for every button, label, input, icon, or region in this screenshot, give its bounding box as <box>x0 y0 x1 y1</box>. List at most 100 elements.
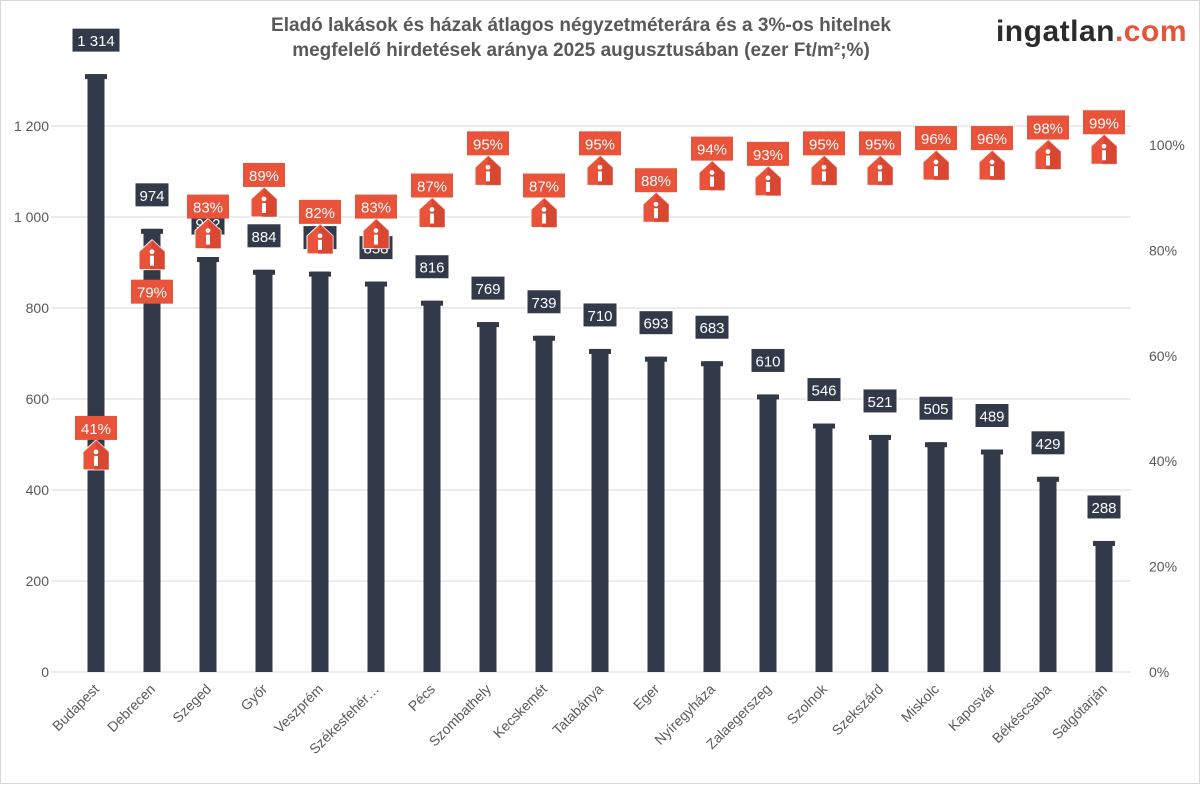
bar-cap <box>141 228 163 234</box>
value-label-box <box>71 27 121 53</box>
y-right-tick-label: 40% <box>1149 453 1177 469</box>
value-label-box <box>526 289 562 315</box>
value-label-box <box>1030 430 1066 456</box>
y-right-tick-label: 0% <box>1149 664 1169 680</box>
percent-label-box <box>579 131 621 156</box>
percent-label-box <box>747 141 789 166</box>
value-label-box <box>918 395 954 421</box>
value-label: 769 <box>475 281 500 298</box>
bar-cap <box>253 269 275 275</box>
house-info-icon <box>306 223 334 255</box>
percent-label-box <box>915 126 957 151</box>
house-info-icon <box>1034 138 1062 171</box>
bar <box>143 228 161 672</box>
percent-label-box <box>355 194 397 219</box>
value-label: 505 <box>923 401 948 418</box>
percent-label: 96% <box>921 131 951 148</box>
category-label: Szekszárd <box>829 681 887 739</box>
percent-label: 79% <box>137 285 167 302</box>
category-label: Salgótarján <box>1049 681 1110 742</box>
percent-label: 41% <box>81 421 111 438</box>
percent-label-box <box>75 415 117 440</box>
bar-cap <box>925 442 947 448</box>
category-label: Kecskemét <box>490 681 550 741</box>
bar <box>1039 476 1057 672</box>
bar <box>871 434 889 672</box>
bar-cap <box>813 423 835 429</box>
category-label: Győr <box>237 681 270 714</box>
value-label-box <box>1086 494 1122 520</box>
value-label: 546 <box>811 383 836 400</box>
value-label: 710 <box>587 308 612 325</box>
value-label-box <box>974 403 1010 429</box>
y-right-tick-label: 80% <box>1149 242 1177 258</box>
bar <box>199 257 217 672</box>
percent-label: 93% <box>753 147 783 164</box>
y-left-tick-label: 200 <box>26 573 50 589</box>
bar <box>311 271 329 672</box>
logo-main: ingatlan <box>995 15 1115 48</box>
house-info-icon <box>586 154 614 186</box>
bar <box>815 423 833 672</box>
percent-label-box <box>523 173 565 198</box>
bar-cap <box>981 449 1003 455</box>
y-left-tick-label: 800 <box>26 300 50 316</box>
logo: ingatlan.com <box>996 15 1187 49</box>
percent-label: 88% <box>641 173 671 190</box>
category-label: Békéscsaba <box>989 681 1054 746</box>
value-label-box <box>750 347 786 373</box>
percent-label-box <box>859 131 901 156</box>
category-label: Miskolc <box>898 681 942 725</box>
category-label: Debrecen <box>104 681 158 735</box>
percent-label: 89% <box>249 168 279 185</box>
house-info-icon <box>754 165 782 197</box>
category-label: Tatabánya <box>549 681 606 738</box>
value-label-box <box>694 314 730 340</box>
bar-cap <box>533 335 555 341</box>
percent-label-box <box>299 199 341 224</box>
title-line-2: megfelelő hirdetések aránya 2025 auguszt… <box>292 40 870 61</box>
bar <box>367 281 385 672</box>
value-label-box <box>414 254 450 280</box>
value-label-box <box>582 302 618 328</box>
percent-label-box <box>635 168 677 193</box>
bar-cap <box>309 271 331 277</box>
bar <box>423 300 441 672</box>
percent-label: 83% <box>361 200 391 217</box>
value-label-box <box>470 275 506 301</box>
bar-cap <box>701 361 723 367</box>
bar <box>591 348 609 672</box>
value-label: 693 <box>643 316 668 333</box>
category-label: Pécs <box>405 681 438 714</box>
chart-title: Eladó lakások és házak átlagos négyzetmé… <box>171 13 991 63</box>
house-info-icon <box>250 186 278 218</box>
bar <box>255 269 273 672</box>
category-label: Szeged <box>169 681 214 726</box>
y-left-tick-label: 1 200 <box>14 118 49 134</box>
value-label: 974 <box>139 188 164 205</box>
bar <box>479 322 497 672</box>
percent-label: 82% <box>305 205 335 222</box>
percent-label: 95% <box>473 136 503 153</box>
y-right-tick-label: 100% <box>1149 137 1185 153</box>
percent-label: 98% <box>1033 121 1063 138</box>
house-info-icon <box>866 154 894 186</box>
bar-cap <box>645 356 667 362</box>
percent-label: 87% <box>417 179 447 196</box>
value-label-box <box>806 377 842 403</box>
value-label-box <box>862 388 898 414</box>
percent-label: 95% <box>865 136 895 153</box>
bar <box>703 361 721 672</box>
percent-label: 87% <box>529 179 559 196</box>
bar <box>87 74 105 672</box>
value-label: 610 <box>755 353 780 370</box>
house-info-icon <box>418 196 446 229</box>
house-info-icon <box>138 238 166 271</box>
house-info-icon <box>530 196 558 229</box>
house-info-icon <box>698 159 726 192</box>
bar-cap <box>1037 476 1059 482</box>
house-info-icon <box>474 154 502 186</box>
house-info-icon <box>194 217 222 250</box>
